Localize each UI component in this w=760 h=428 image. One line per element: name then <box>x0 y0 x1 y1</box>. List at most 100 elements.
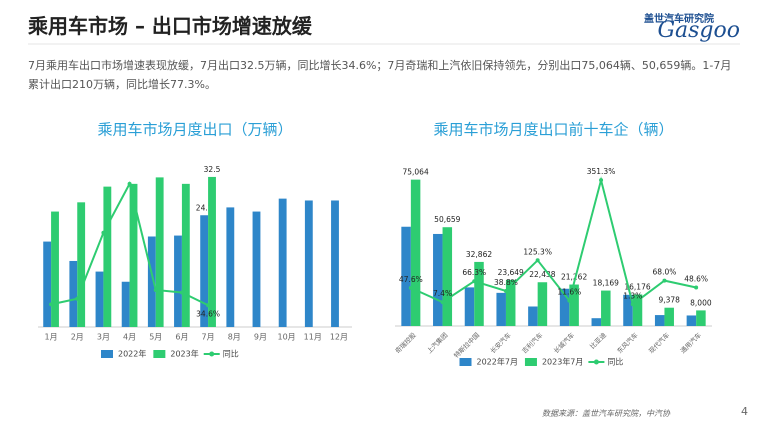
data-label: 38.8% <box>494 278 518 287</box>
x-tick-label: 东风汽车 <box>615 330 640 355</box>
bar <box>464 287 475 326</box>
bar <box>147 236 156 327</box>
logo-brand: Gasgoo <box>657 18 740 43</box>
bar <box>664 307 674 326</box>
line-point <box>206 303 211 308</box>
bar <box>442 227 453 326</box>
x-tick-label: 7月 <box>202 333 215 342</box>
data-label: 50,659 <box>434 215 460 224</box>
legend-swatch <box>101 350 113 358</box>
bar <box>496 292 506 326</box>
x-tick-label: 3月 <box>97 333 110 342</box>
bar <box>401 226 411 326</box>
x-tick-label: 4月 <box>123 333 136 342</box>
line-series <box>410 176 697 306</box>
line-point <box>153 287 158 292</box>
bar <box>591 318 602 326</box>
line-point <box>101 230 106 235</box>
legend-swatch <box>524 358 537 366</box>
bar <box>69 260 78 327</box>
bar <box>252 211 261 327</box>
bar <box>686 315 697 326</box>
x-tick-label: 现代汽车 <box>647 330 672 355</box>
data-label: 47.6% <box>399 275 423 284</box>
bar <box>601 290 611 326</box>
bar <box>474 261 484 326</box>
legend-label: 2022年 <box>118 349 146 359</box>
legend-swatch <box>459 358 472 366</box>
data-label: 11.6% <box>557 288 581 297</box>
data-label: 32,862 <box>466 250 492 259</box>
source: 数据来源：盖世汽车研究院，中汽协 <box>542 409 670 418</box>
bar <box>43 241 52 327</box>
x-tick-label: 特斯拉中国 <box>452 330 481 359</box>
x-tick-label: 上汽集团 <box>425 330 450 355</box>
legend-label: 2022年7月 <box>477 357 518 367</box>
data-label: 22,438 <box>529 270 555 279</box>
line-point <box>127 181 132 186</box>
data-label: 21,262 <box>561 273 587 282</box>
logo-name: 盖世汽车研究院 <box>644 14 714 25</box>
data-label: 16,176 <box>624 282 650 291</box>
line-point <box>49 302 54 307</box>
line-point <box>694 285 699 290</box>
x-tick-label: 2月 <box>71 333 84 342</box>
bar <box>129 183 138 327</box>
bar <box>95 271 104 327</box>
line-point <box>567 298 572 303</box>
bar <box>155 177 164 327</box>
x-tick-label: 长安汽车 <box>488 330 513 355</box>
bar <box>226 207 235 327</box>
line-point <box>503 288 508 293</box>
data-label: 8,000 <box>690 298 712 307</box>
bar <box>505 279 516 326</box>
data-label: 24.2 <box>196 203 213 212</box>
bar <box>331 200 339 327</box>
page-number: 4 <box>741 405 748 418</box>
bar <box>304 200 313 327</box>
bar <box>200 215 209 327</box>
legend-label: 同比 <box>223 349 239 359</box>
bar <box>208 176 216 327</box>
bar <box>278 198 287 327</box>
chart-title: 乘用车市场月度出口前十车企（辆） <box>433 121 673 139</box>
data-label: 351.3% <box>587 167 616 176</box>
legend-swatch <box>593 359 599 365</box>
legend-swatch <box>209 351 215 357</box>
data-label: 7.4% <box>433 289 452 298</box>
legend-label: 同比 <box>607 357 623 367</box>
x-tick-label: 6月 <box>175 333 188 342</box>
bar <box>51 211 59 327</box>
x-tick-label: 比亚迪 <box>588 330 609 351</box>
bar <box>528 306 538 326</box>
x-tick-label: 长城汽车 <box>551 330 576 355</box>
line-point <box>535 258 540 263</box>
data-label: 32.5 <box>204 165 221 174</box>
bar <box>174 235 182 327</box>
bar <box>569 284 579 326</box>
line-point <box>472 279 477 284</box>
line-point <box>408 285 413 290</box>
x-tick-label: 吉利汽车 <box>520 330 545 355</box>
line-point <box>662 278 667 283</box>
x-tick-label: 1月 <box>45 333 58 342</box>
description: 7月乘用车出口市场增速表现放缓，7月出口32.5万辆，同比增长34.6%；7月奇… <box>28 59 732 91</box>
bar <box>410 179 421 326</box>
data-label: 1.3% <box>623 291 642 300</box>
x-tick-label: 奇瑞控股 <box>393 330 418 355</box>
bar <box>433 233 443 326</box>
data-label: 48.6% <box>684 274 708 283</box>
data-label: 66.3% <box>462 268 486 277</box>
x-tick-label: 12月 <box>330 333 348 342</box>
x-tick-label: 9月 <box>254 333 267 342</box>
legend-swatch <box>153 350 166 358</box>
x-tick-label: 10月 <box>277 333 295 342</box>
bar <box>121 281 130 327</box>
line-point <box>599 178 604 183</box>
legend-label: 2023年 <box>170 349 198 359</box>
legend-label: 2023年7月 <box>542 357 583 367</box>
x-tick-label: 11月 <box>304 333 322 342</box>
bar <box>77 202 86 327</box>
bar <box>654 315 665 326</box>
